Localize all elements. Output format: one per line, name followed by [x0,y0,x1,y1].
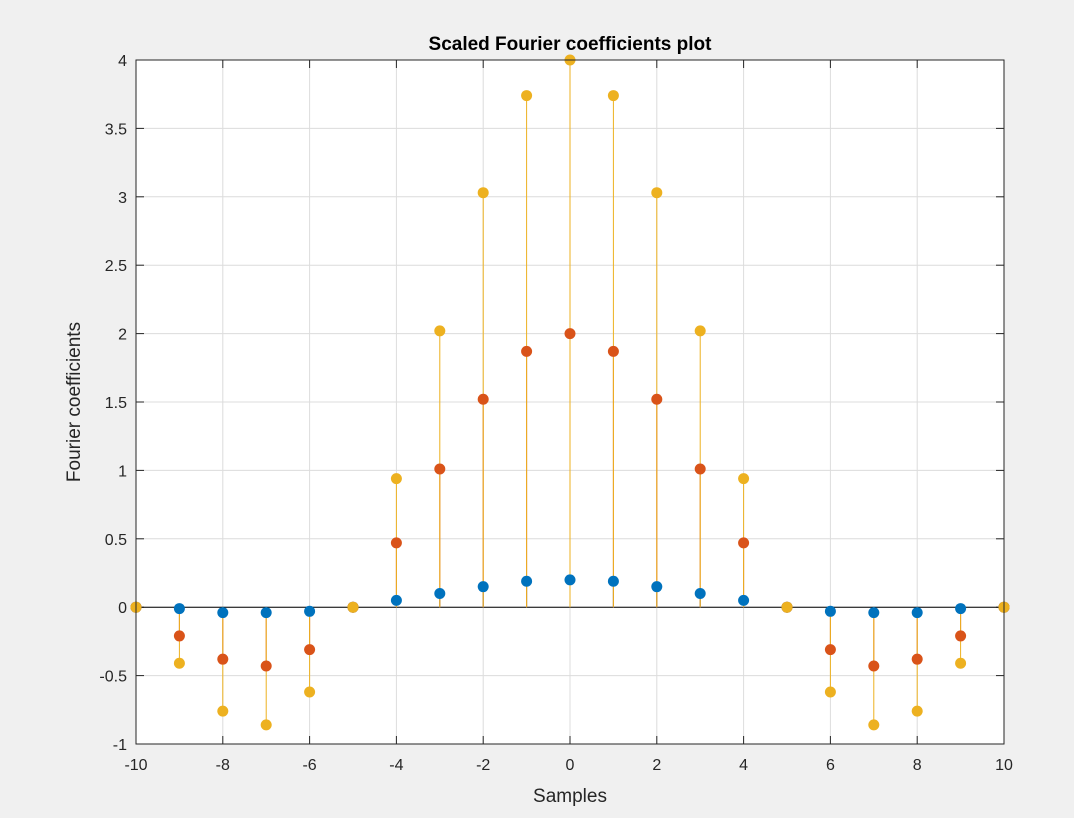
stem-marker-series-2 [651,393,663,405]
x-tick-label: -10 [124,757,147,774]
stem-marker-series-3 [390,473,402,485]
stem-marker-series-1 [607,575,619,587]
stem-marker-series-2 [434,463,446,475]
stem-marker-series-2 [868,660,880,672]
stem-marker-series-3 [521,90,533,102]
stem-marker-series-3 [651,187,663,199]
y-tick-label: 2.5 [105,258,127,275]
stem-marker-series-1 [694,588,706,600]
stem-marker-series-3 [824,686,836,698]
stem-marker-series-3 [347,601,359,613]
stem-marker-series-2 [304,644,316,656]
y-tick-label: 4 [118,53,127,70]
stem-marker-series-1 [217,607,229,619]
stem-marker-series-2 [564,328,576,340]
stem-marker-series-1 [173,603,185,615]
y-tick-label: 1 [118,463,127,480]
stem-marker-series-3 [694,325,706,337]
stem-marker-series-1 [651,581,663,593]
stem-marker-series-3 [477,187,489,199]
x-axis-label: Samples [533,786,607,807]
stem-marker-series-3 [260,719,272,731]
stem-marker-series-1 [434,588,446,600]
stem-marker-series-2 [911,653,923,665]
chart-title: Scaled Fourier coefficients plot [429,34,713,55]
stem-marker-series-3 [607,90,619,102]
x-tick-label: -6 [302,757,316,774]
stem-marker-series-2 [521,345,533,357]
stem-marker-series-2 [390,537,402,549]
y-tick-label: 0 [118,600,127,617]
x-tick-label: 0 [566,757,575,774]
stem-marker-series-2 [607,345,619,357]
stem-marker-series-3 [868,719,880,731]
stem-marker-series-1 [738,594,750,606]
x-tick-label: 10 [995,757,1013,774]
stem-marker-series-1 [824,605,836,617]
stem-marker-series-1 [868,607,880,619]
x-tick-label: -8 [216,757,230,774]
y-tick-label: 0.5 [105,532,127,549]
stem-marker-series-2 [477,393,489,405]
y-tick-label: 1.5 [105,395,127,412]
stem-marker-series-1 [477,581,489,593]
stem-marker-series-3 [955,657,967,669]
x-tick-label: 6 [826,757,835,774]
stem-marker-series-3 [738,473,750,485]
x-tick-label: -4 [389,757,403,774]
stem-marker-series-1 [390,594,402,606]
y-tick-label: 2 [118,327,127,344]
stem-marker-series-1 [564,574,576,586]
y-tick-label: -0.5 [99,669,127,686]
y-tick-label: 3.5 [105,121,127,138]
axes-box [135,59,1005,745]
stem-marker-series-3 [217,705,229,717]
stem-marker-series-1 [911,607,923,619]
stem-marker-series-2 [738,537,750,549]
stem-marker-series-2 [217,653,229,665]
stem-marker-series-3 [911,705,923,717]
stem-marker-series-1 [955,603,967,615]
y-tick-label: -1 [113,737,127,754]
stem-marker-series-1 [521,575,533,587]
x-tick-label: -2 [476,757,490,774]
stem-marker-series-3 [434,325,446,337]
y-axis-label: Fourier coefficients [64,322,85,482]
y-tick-labels: -1 -0.5 0 0.5 1 1.5 2 2.5 3 3.5 4 [99,53,127,754]
x-tick-label: 4 [739,757,748,774]
x-tick-label: 8 [913,757,922,774]
stem-marker-series-2 [955,630,967,642]
stem-marker-series-3 [304,686,316,698]
stem-marker-series-3 [173,657,185,669]
stem-marker-series-2 [694,463,706,475]
stem-marker-series-1 [260,607,272,619]
stem-marker-series-2 [824,644,836,656]
stem-marker-series-1 [304,605,316,617]
x-tick-label: 2 [652,757,661,774]
stem-marker-series-3 [781,601,793,613]
stem-marker-series-2 [173,630,185,642]
y-tick-label: 3 [118,190,127,207]
stem-marker-series-2 [260,660,272,672]
x-tick-labels: -10 -8 -6 -4 -2 0 2 4 6 8 10 [124,757,1013,774]
